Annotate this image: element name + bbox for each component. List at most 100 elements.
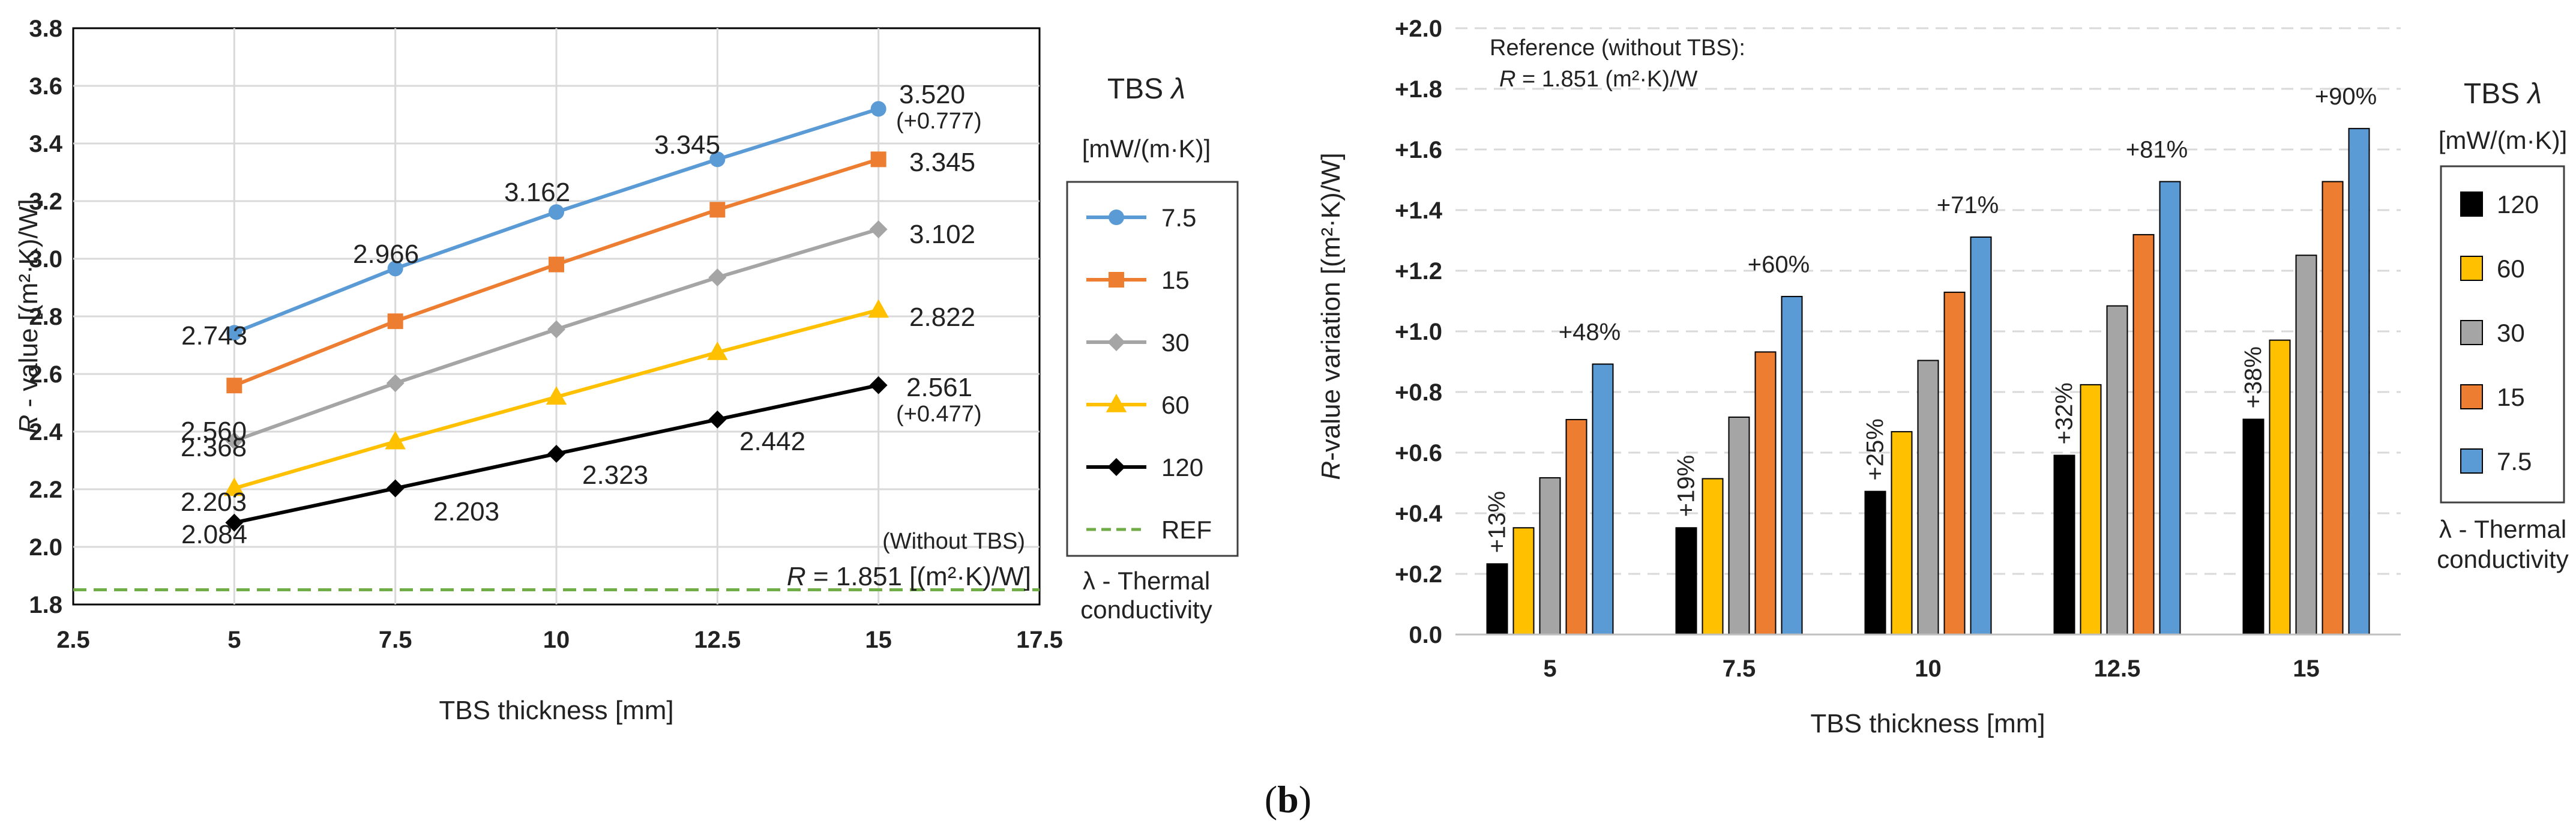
line-x-ticks: 2.5 5 7.5 10 12.5 15 17.5	[56, 627, 1063, 653]
marker-30-7-5	[386, 374, 405, 393]
bar-y-tick-1-2: +1.2	[1395, 258, 1442, 285]
pct-low-7-5: +19%	[1673, 455, 1700, 517]
pct-low-10: +25%	[1862, 418, 1889, 480]
line-legend-label-30: 30	[1161, 328, 1190, 357]
bar-y-tick-1-6: +1.6	[1395, 137, 1442, 163]
pct-high-15: +90%	[2315, 83, 2377, 110]
caption-open: (	[1265, 778, 1277, 821]
bar-legend-swatch-60	[2460, 256, 2483, 281]
pct-low-5: +13%	[1484, 491, 1511, 553]
line-legend-label-REF: REF	[1161, 516, 1212, 544]
bar-legend-swatch-30	[2460, 320, 2483, 345]
ref-annotation-without-tbs: (Without TBS)	[882, 529, 1025, 554]
bar-y-tick-0-6: +0.6	[1395, 440, 1442, 466]
line-legend-marker-7-5	[1109, 210, 1124, 225]
label-120-12-5: 2.442	[739, 427, 805, 456]
bar-15-10	[1943, 291, 1966, 636]
marker-15-5	[226, 378, 242, 394]
marker-120-12-5	[708, 410, 727, 429]
line-x-tick-2-5: 2.5	[56, 627, 90, 653]
marker-30-10	[547, 320, 565, 339]
line-y-tick-2-2: 2.2	[29, 477, 62, 503]
line-legend-title-text: TBS	[1107, 73, 1172, 105]
bar-30-7-5	[1728, 416, 1750, 635]
line-y-tick-3-8: 3.8	[29, 16, 62, 42]
bar-percent-labels: +13% +48% +19% +60% +25% +71% +32% +81% +38% +90%	[1484, 83, 2377, 553]
marker-30-12-5	[708, 268, 727, 287]
bar-chart: 0.0 +0.2 +0.4 +0.6 +0.8 +1.0 +1.2 +1.4 +1.6 +1.8 +…	[1316, 16, 2569, 738]
bar-120-10	[1864, 490, 1886, 636]
line-y-tick-2-6: 2.6	[29, 361, 62, 388]
line-x-tick-5: 5	[227, 627, 241, 653]
bar-x-tick-10: 10	[1915, 656, 1942, 682]
line-y-tick-3-2: 3.2	[29, 188, 62, 215]
bar-y-axis-title: R-value variation [(m²·K)/W]	[1316, 152, 1346, 480]
line-legend-marker-30	[1107, 333, 1125, 351]
label-30-5: 2.368	[181, 433, 247, 462]
bar-15-7-5	[1754, 351, 1777, 636]
bar-legend-label-30: 30	[2497, 319, 2525, 347]
bar-y-tick-0-0: 0.0	[1409, 622, 1442, 648]
line-y-axis-rest: - value [(m²·K)/W]	[14, 199, 43, 414]
label-7-5-10: 3.162	[504, 178, 570, 207]
label-30-15: 3.102	[909, 220, 975, 249]
bar-reference-line-1: Reference (without TBS):	[1490, 35, 1745, 61]
bar-legend-label-60: 60	[2497, 255, 2525, 283]
ref-annotation-r: R	[787, 562, 806, 591]
line-x-tick-17-5: 17.5	[1016, 627, 1063, 653]
line-y-tick-2-0: 2.0	[29, 534, 62, 561]
label-7-5-15: 3.520	[899, 80, 965, 109]
bar-y-axis-rest: -value variation [(m²·K)/W]	[1316, 152, 1346, 460]
bar-7-5-5	[1592, 363, 1614, 635]
bar-x-tick-12-5: 12.5	[2094, 656, 2141, 682]
label-120-15: 2.561	[906, 373, 972, 402]
line-legend-lambda: λ	[1170, 73, 1186, 105]
caption-close: )	[1299, 778, 1311, 821]
line-legend-title: TBS λ	[1107, 73, 1185, 105]
line-legend-note-2: conductivity	[1080, 595, 1212, 624]
line-y-tick-2-4: 2.4	[29, 419, 62, 445]
label-120-10: 2.323	[582, 460, 648, 490]
line-x-tick-7-5: 7.5	[379, 627, 412, 653]
bar-x-tick-7-5: 7.5	[1723, 656, 1756, 682]
label-7-5-5: 2.743	[181, 321, 247, 351]
bar-legend-title: TBS λ	[2464, 78, 2542, 110]
bar-y-tick-0-2: +0.2	[1395, 561, 1442, 588]
marker-120-10	[547, 445, 565, 463]
line-y-tick-3-4: 3.4	[29, 131, 62, 157]
marker-60-7-5	[385, 430, 406, 450]
marker-15-12-5	[709, 202, 726, 218]
bar-x-tick-5: 5	[1543, 656, 1556, 682]
bar-y-tick-1-4: +1.4	[1395, 197, 1443, 224]
marker-60-12-5	[707, 342, 728, 360]
marker-7-5-15	[870, 101, 886, 117]
line-chart: 1.8 2.0 2.2 2.4 2.6 2.8 3.0 3.2 3.4 3.6 3.8 2.5 5 7.…	[14, 16, 1239, 725]
label-7-5-7-5: 2.966	[353, 240, 419, 269]
bar-x-ticks: 5 7.5 10 12.5 15	[1543, 656, 2319, 682]
line-x-tick-12-5: 12.5	[694, 627, 741, 653]
marker-7-5-12-5	[709, 151, 726, 167]
bar-7-5-12-5	[2159, 181, 2181, 635]
bar-legend-swatch-7-5	[2460, 448, 2483, 474]
bar-60-12-5	[2080, 384, 2102, 635]
line-y-tick-2-8: 2.8	[29, 304, 62, 330]
bar-legend-note-1: λ - Thermal	[2439, 515, 2566, 543]
pct-low-15: +38%	[2240, 346, 2267, 408]
line-gridlines	[73, 28, 1040, 604]
line-legend: TBS λ [mW/(m·K)] 7.5 15 30 60 120 REF λ - The…	[1066, 73, 1239, 624]
bar-60-5	[1512, 527, 1535, 635]
bar-y-ticks: 0.0 +0.2 +0.4 +0.6 +0.8 +1.0 +1.2 +1.4 +1.6 +1.8 +…	[1395, 16, 1443, 648]
line-legend-label-120: 120	[1161, 453, 1203, 481]
marker-120-7-5	[386, 479, 405, 498]
bar-legend-label-7-5: 7.5	[2497, 447, 2532, 475]
line-x-tick-15: 15	[865, 627, 892, 653]
bar-7-5-10	[1970, 236, 1992, 635]
bar-60-15	[2269, 339, 2291, 636]
bar-legend-label-120: 120	[2497, 190, 2539, 219]
marker-60-5	[224, 477, 245, 496]
line-y-tick-3-6: 3.6	[29, 73, 62, 100]
marker-30-15	[869, 220, 888, 238]
line-legend-marker-15	[1109, 272, 1124, 288]
label-7-5-12-5: 3.345	[654, 130, 720, 160]
label-120-7-5: 2.203	[433, 497, 499, 526]
